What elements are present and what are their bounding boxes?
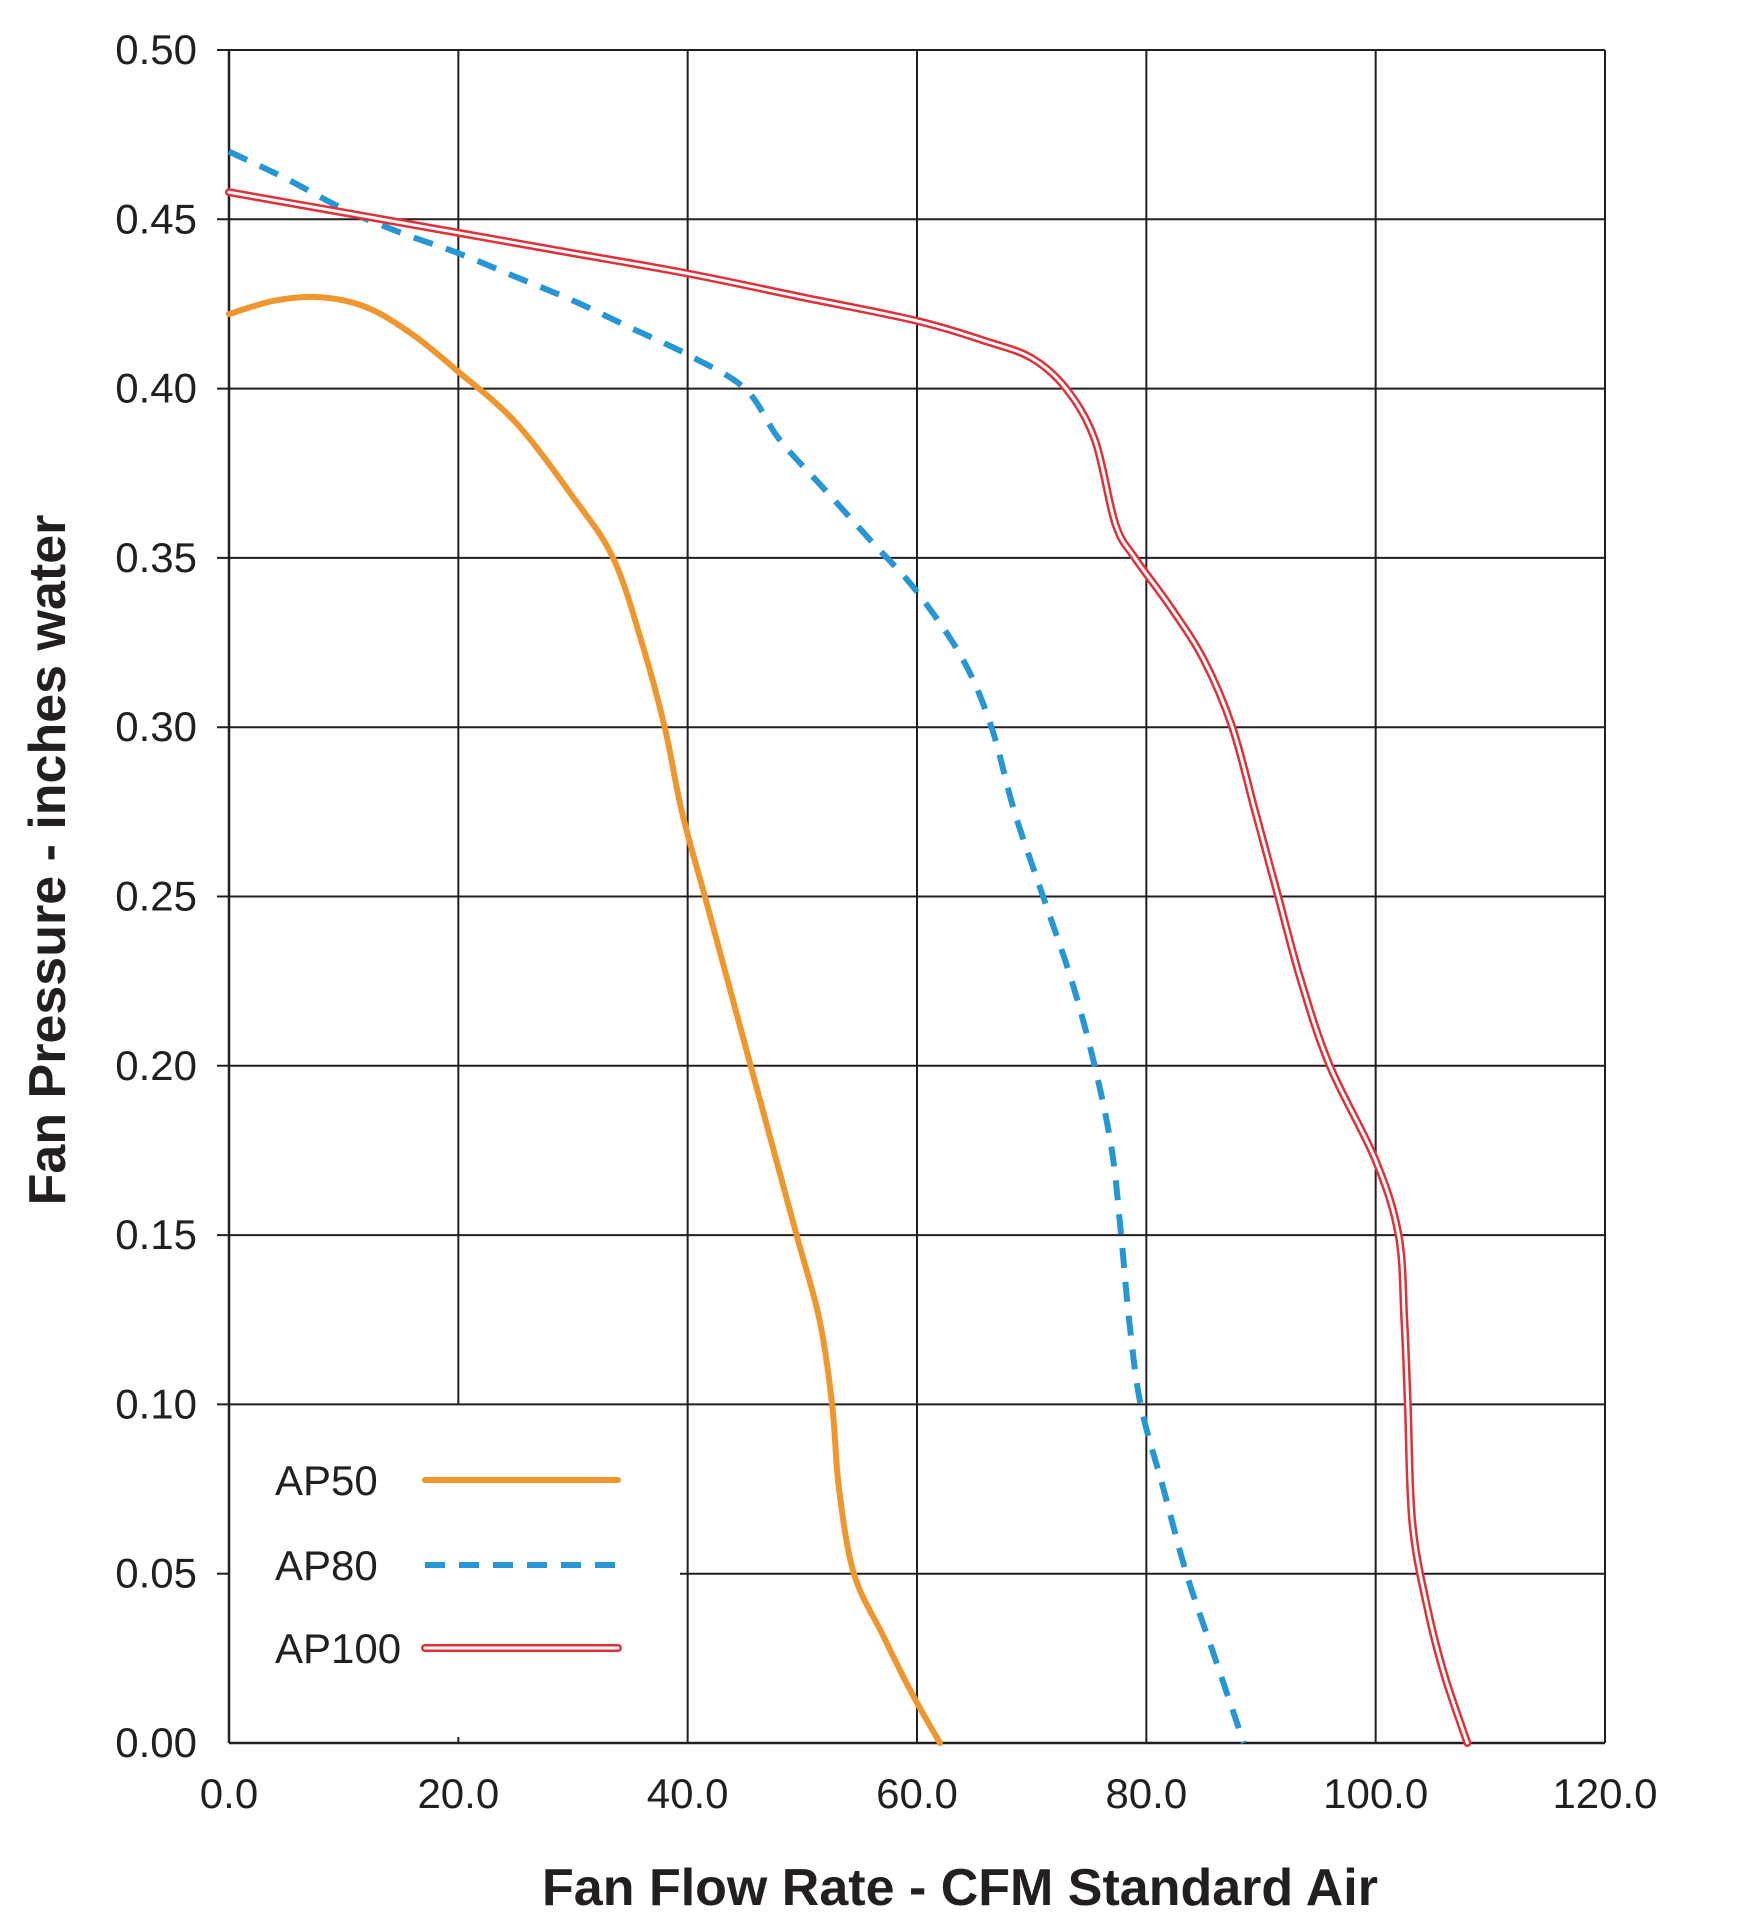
y-tick-label: 0.15 [115,1211,197,1258]
y-tick-label: 0.10 [115,1380,197,1427]
y-tick-label: 0.35 [115,534,197,581]
series-line-ap80 [227,148,1247,1744]
y-tick-labels: 0.00 0.05 0.10 0.15 0.20 0.25 0.30 0.35 0.40 0.45… [115,26,197,1766]
legend-label-ap80: AP80 [275,1542,378,1589]
x-tick-label: 120.0 [1552,1770,1657,1817]
x-tick-label: 0.0 [200,1770,258,1817]
axes [227,50,1605,1745]
y-tick-label: 0.05 [115,1550,197,1597]
y-tick-label: 0.30 [115,703,197,750]
x-tick-label: 80.0 [1105,1770,1187,1817]
y-tick-label: 0.45 [115,195,197,242]
x-tick-label: 20.0 [417,1770,499,1817]
x-tick-label: 40.0 [647,1770,729,1817]
x-tick-label: 60.0 [876,1770,958,1817]
y-tick-label: 0.40 [115,365,197,412]
x-axis-title: Fan Flow Rate - CFM Standard Air [542,1859,1378,1917]
legend: AP50 AP80 AP100 [275,1457,622,1672]
series-line-ap100-inner [227,190,1469,1745]
x-tick-labels: 0.0 20.0 40.0 60.0 80.0 100.0 120.0 [200,1770,1658,1817]
legend-label-ap100: AP100 [275,1625,401,1672]
grid [217,49,1606,1743]
y-tick-label: 0.25 [115,873,197,920]
y-tick-label: 0.00 [115,1719,197,1766]
y-axis-title: Fan Pressure - inches water [19,515,77,1206]
series-line-ap50 [226,293,943,1746]
y-tick-label: 0.20 [115,1042,197,1089]
x-tick-label: 100.0 [1323,1770,1428,1817]
y-tick-label: 0.50 [115,26,197,73]
legend-label-ap50: AP50 [275,1457,378,1504]
series-line-ap100 [225,188,1472,1747]
series-lines [225,148,1472,1747]
